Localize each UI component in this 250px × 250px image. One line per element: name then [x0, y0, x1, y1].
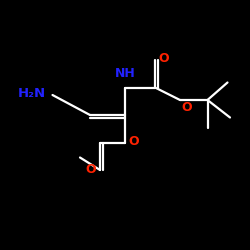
Text: O: O: [128, 135, 138, 148]
Text: O: O: [159, 52, 170, 65]
Text: O: O: [181, 101, 192, 114]
Text: H₂N: H₂N: [18, 87, 46, 100]
Text: O: O: [86, 163, 96, 176]
Text: NH: NH: [114, 67, 136, 80]
